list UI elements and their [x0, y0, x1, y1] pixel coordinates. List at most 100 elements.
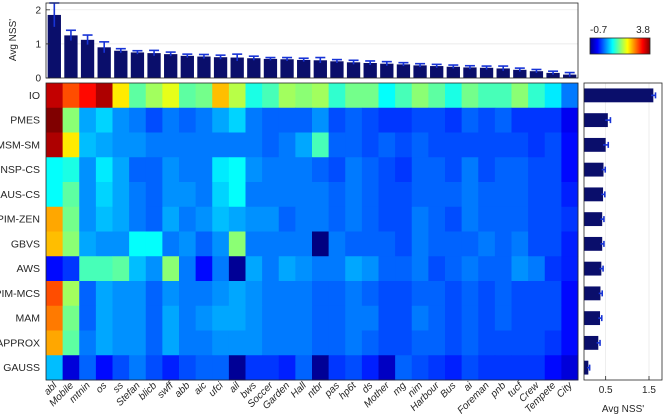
right-bar-AWS: [584, 261, 602, 276]
heatmap-row-labels: IO PMES MSM-SM PNSP-CS GAUS-CS PIM-ZEN GBVS AWS…: [0, 90, 40, 374]
heatmap-cell: [328, 355, 346, 381]
heatmap-cell: [195, 281, 213, 307]
heatmap-cell: [361, 231, 379, 257]
right-plot-frame: [583, 82, 663, 381]
heatmap-column-label: pnb: [488, 380, 509, 401]
heatmap-column-label: ufci: [207, 380, 226, 399]
heatmap-cell: [428, 83, 446, 109]
heatmap-cell: [511, 83, 529, 109]
heatmap-cell: [179, 355, 197, 381]
heatmap-cell: [195, 182, 213, 208]
heatmap-cell: [195, 256, 213, 282]
top-bar-Crew: [529, 71, 544, 78]
heatmap-cell: [95, 107, 113, 133]
heatmap-cell: [95, 132, 113, 158]
heatmap-cell: [345, 330, 363, 356]
heatmap-cell: [145, 157, 163, 183]
top-bar-os: [97, 47, 111, 78]
heatmap-cell: [561, 281, 579, 307]
heatmap-cell: [361, 330, 379, 356]
heatmap-cell: [295, 330, 313, 356]
heatmap-cell: [461, 256, 479, 282]
heatmap-cell: [345, 281, 363, 307]
heatmap-cell: [145, 206, 163, 232]
top-y-tick-label: 0: [35, 74, 41, 85]
heatmap-cell: [361, 182, 379, 208]
heatmap-cell: [145, 132, 163, 158]
heatmap-cell: [245, 107, 263, 133]
heatmap-cell: [445, 355, 463, 381]
right-bar-MSM-SM: [584, 137, 606, 152]
heatmap-cell: [312, 107, 330, 133]
heatmap-cell: [511, 157, 529, 183]
right-error-bar-PMES: [605, 117, 612, 124]
right-error-bar-PIM-MCS: [598, 290, 604, 297]
heatmap-cell: [228, 132, 246, 158]
top-bar-Bus: [446, 66, 460, 78]
heatmap-cell: [378, 206, 396, 232]
heatmap-cell: [162, 355, 180, 381]
heatmap-row-label: GAUS-CS: [0, 189, 40, 201]
top-y-axis-label: Avg NSS': [8, 19, 19, 61]
heatmap-cell: [62, 256, 80, 282]
heatmap-cell: [112, 182, 130, 208]
heatmap-cell: [162, 206, 180, 232]
heatmap-cell: [162, 231, 180, 257]
heatmap-column-label: Hall: [289, 380, 310, 401]
heatmap-cell: [378, 132, 396, 158]
heatmap-cell: [478, 305, 496, 331]
heatmap-cell: [461, 281, 479, 307]
heatmap-cell: [445, 132, 463, 158]
heatmap-cell: [129, 132, 147, 158]
top-bar-pas: [330, 61, 344, 78]
right-x-axis-label: Avg NSS': [602, 404, 644, 415]
top-error-bar-aic: [198, 53, 209, 59]
top-error-bar-hp6t: [348, 59, 359, 65]
heatmap-cell: [494, 182, 512, 208]
heatmap-cell: [245, 157, 263, 183]
heatmap-cell: [179, 83, 197, 109]
heatmap-column-label: os: [94, 380, 109, 395]
heatmap-cell: [46, 355, 64, 381]
colorbar-max-label: 3.8: [636, 25, 650, 36]
heatmap-cell: [561, 256, 579, 282]
top-bar-Mobile: [64, 35, 78, 78]
top-error-bars: [49, 2, 575, 77]
heatmap-cell: [561, 305, 579, 331]
heatmap-row-label: PMES: [10, 115, 40, 127]
heatmap-cell: [511, 256, 529, 282]
heatmap-cell: [445, 305, 463, 331]
heatmap-cell: [478, 182, 496, 208]
right-bar-PNSP-CS: [584, 162, 604, 177]
heatmap-cell: [112, 305, 130, 331]
heatmap-cell: [478, 132, 496, 158]
heatmap-cell: [328, 330, 346, 356]
heatmap-cell: [395, 107, 413, 133]
heatmap-cell: [62, 132, 80, 158]
right-bar-PIM-ZEN: [584, 212, 603, 227]
heatmap-cell: [129, 157, 147, 183]
right-error-bar-AWS: [599, 265, 604, 272]
heatmap-cell: [195, 206, 213, 232]
heatmap-column-label: City: [555, 380, 576, 401]
heatmap-cell: [528, 305, 546, 331]
heatmap-cell: [528, 182, 546, 208]
heatmap-cell: [62, 206, 80, 232]
heatmap-cell: [212, 157, 230, 183]
heatmap-cell: [378, 83, 396, 109]
heatmap-cell: [345, 132, 363, 158]
heatmap-cell: [361, 83, 379, 109]
heatmap-cell: [295, 305, 313, 331]
top-bar-ufci: [213, 57, 228, 78]
heatmap-cell: [312, 256, 330, 282]
heatmap-cell: [494, 281, 512, 307]
heatmap-cell: [411, 157, 429, 183]
heatmap-cell: [544, 206, 562, 232]
top-bar-mtnin: [80, 39, 95, 78]
heatmap-cell: [411, 281, 429, 307]
right-bar-GAUSS: [584, 360, 589, 375]
heatmap-cell: [395, 182, 413, 208]
heatmap-cell: [445, 281, 463, 307]
heatmap-cell: [561, 157, 579, 183]
heatmap-cell: [129, 206, 147, 232]
